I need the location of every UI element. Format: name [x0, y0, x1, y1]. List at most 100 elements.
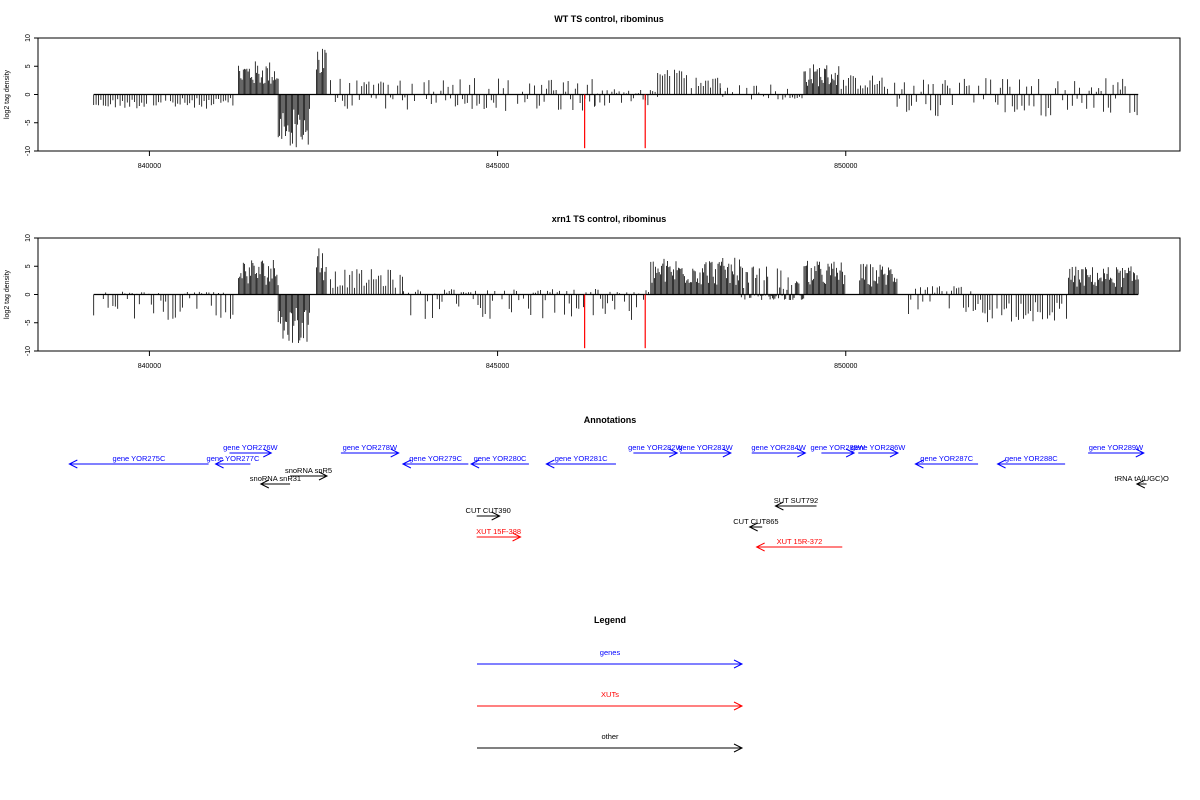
y-tick-label: 10 [25, 34, 32, 42]
x-tick-label: 840000 [138, 363, 161, 370]
arrow-head [996, 459, 1006, 469]
arrow-head [545, 459, 555, 469]
arrow-head [774, 501, 784, 511]
feature-label: gene YOR282W [628, 443, 683, 452]
feature-arrow [1088, 448, 1145, 458]
feature-arrow [680, 448, 732, 458]
legend-arrow [477, 701, 744, 711]
arrow-head [259, 479, 270, 489]
feature-label: gene YOR288C [1005, 454, 1058, 463]
feature-label: gene YOR284W [751, 443, 806, 452]
feature-label: gene YOR283W [678, 443, 733, 452]
feature-label: gene YOR280C [474, 454, 527, 463]
feature-label: gene YOR276W [223, 443, 278, 452]
x-tick-label: 850000 [834, 163, 857, 170]
density-bars [93, 248, 1139, 349]
legend-label: other [601, 732, 619, 741]
y-tick-label: -10 [25, 146, 32, 156]
feature-arrow [68, 459, 209, 469]
feature-arrow [290, 471, 329, 481]
y-tick-label: 0 [25, 92, 32, 96]
chart-title: xrn1 TS control, ribominus [552, 214, 667, 224]
arrow-head [722, 448, 732, 458]
arrow-head [214, 459, 224, 469]
y-axis-label: log2 tag density [4, 269, 11, 319]
feature-arrow [633, 448, 679, 458]
feature-arrow [259, 479, 291, 489]
feature-label: gene YOR289W [1089, 443, 1144, 452]
x-tick-label: 845000 [486, 363, 509, 370]
feature-label: gene YOR286W [851, 443, 906, 452]
arrow-head [1135, 479, 1146, 489]
arrow-head [748, 522, 758, 532]
feature-arrow [214, 459, 251, 469]
legend-arrow [477, 743, 744, 753]
arrow-head [669, 448, 679, 458]
legend-items: genes XUTs other [477, 648, 744, 753]
feature-arrow [996, 459, 1066, 469]
arrow-head [797, 448, 807, 458]
arrow-head [733, 701, 744, 711]
xrn1-density-panel: xrn1 TS control, ribominus 10 5 0 -5 -10 log2 … [4, 214, 1181, 370]
y-tick-label: 5 [25, 264, 32, 268]
feature-label: gene YOR278W [343, 443, 398, 452]
feature-arrow [774, 501, 817, 511]
arrow-head [390, 448, 400, 458]
density-bars [93, 48, 1138, 149]
wt-density-panel: WT TS control, ribominus 10 5 0 -5 -10 log2 ta… [4, 14, 1181, 170]
arrow-head [470, 459, 480, 469]
legend-label: XUTs [601, 690, 619, 699]
legend-title: Legend [594, 615, 626, 625]
feature-arrow [476, 511, 501, 521]
feature-label: tRNA tA(UGC)O [1115, 474, 1169, 483]
feature-label: snoRNA snR5 [285, 466, 332, 475]
annotations-title: Annotations [584, 415, 637, 425]
arrow-head [1135, 448, 1145, 458]
arrow-head [318, 471, 329, 481]
feature-arrow [476, 532, 522, 542]
arrow-head [733, 659, 744, 669]
feature-label: gene YOR277C [207, 454, 260, 463]
arrow-head [889, 448, 900, 458]
feature-arrow [340, 448, 400, 458]
arrow-head [733, 743, 744, 753]
feature-label: XUT 15R-372 [777, 537, 823, 546]
feature-arrow [821, 448, 856, 458]
feature-label: snoRNA snR31 [250, 474, 301, 483]
arrow-head [68, 459, 78, 469]
feature-arrow [545, 459, 616, 469]
y-tick-label: 0 [25, 292, 32, 296]
feature-arrow [858, 448, 900, 458]
y-tick-label: -5 [25, 320, 32, 326]
x-tick-label: 840000 [138, 163, 161, 170]
arrow-head [263, 448, 273, 458]
legend-arrow [477, 659, 744, 669]
feature-label: gene YOR281C [555, 454, 608, 463]
arrow-head [914, 459, 924, 469]
arrow-head [401, 459, 412, 469]
annotation-features: gene YOR275C gene YOR276W gene YOR277C gene… [68, 443, 1169, 552]
feature-arrow [748, 522, 763, 532]
feature-arrow [1135, 479, 1147, 489]
x-tick-label: 845000 [486, 163, 509, 170]
arrow-head [755, 542, 765, 552]
feature-arrow [229, 448, 273, 458]
feature-label: XUT 15F-388 [476, 527, 521, 536]
feature-label: gene YOR275C [113, 454, 166, 463]
legend: Legend genes XUTs other [477, 615, 744, 753]
legend-label: genes [600, 648, 621, 657]
feature-arrow [914, 459, 979, 469]
feature-label: gene YOR279C [409, 454, 462, 463]
y-tick-label: 10 [25, 234, 32, 242]
feature-arrow [755, 542, 843, 552]
chart-title: WT TS control, ribominus [554, 14, 664, 24]
arrow-head [845, 448, 856, 458]
feature-arrow [470, 459, 529, 469]
arrow-head [512, 532, 522, 542]
x-tick-label: 850000 [834, 363, 857, 370]
feature-label: SUT SUT792 [774, 496, 818, 505]
arrow-head [491, 511, 501, 521]
y-tick-label: -5 [25, 120, 32, 126]
